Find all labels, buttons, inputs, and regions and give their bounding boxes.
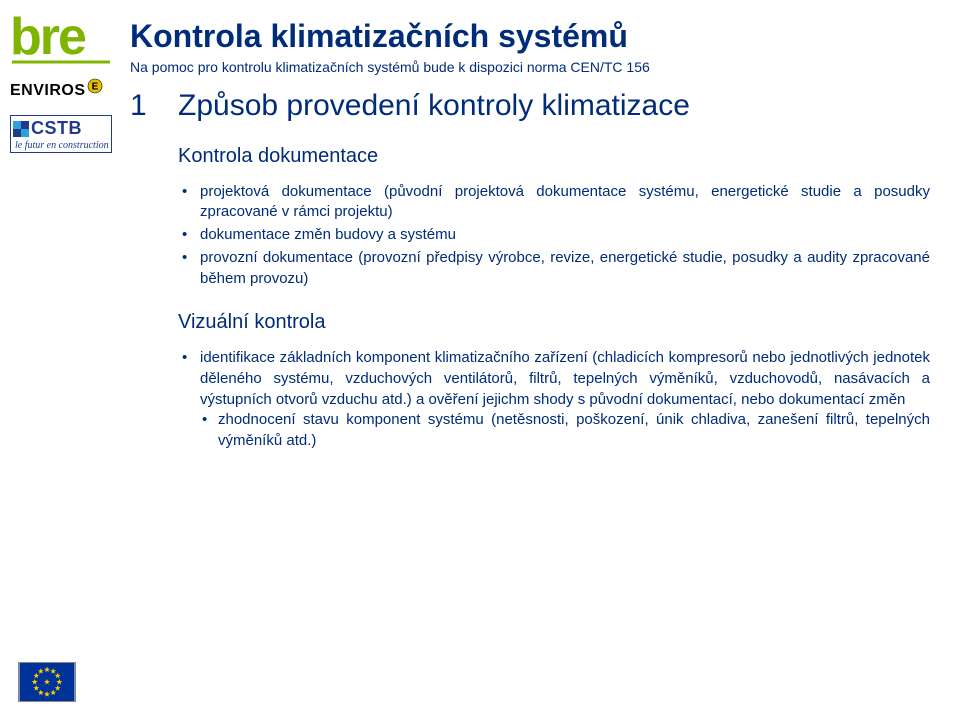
enviros-icon: E xyxy=(87,82,103,98)
section-header: 1 Způsob provedení kontroly klimatizace xyxy=(130,89,930,123)
cstb-squares-icon xyxy=(13,121,29,137)
list-item: identifikace základních komponent klimat… xyxy=(178,348,930,451)
list-1: projektová dokumentace (původní projekto… xyxy=(178,182,930,289)
sublist: zhodnocení stavu komponent systému (netě… xyxy=(200,410,930,451)
list-item: provozní dokumentace (provozní předpisy … xyxy=(178,248,930,289)
logo-cstb: CSTB le futur en construction xyxy=(10,115,120,153)
cstb-text: CSTB xyxy=(31,118,82,139)
page-title: Kontrola klimatizačních systémů xyxy=(130,18,930,55)
section-title: Způsob provedení kontroly klimatizace xyxy=(178,89,690,123)
page-subtitle: Na pomoc pro kontrolu klimatizačních sys… xyxy=(130,59,930,75)
list-item: projektová dokumentace (původní projekto… xyxy=(178,182,930,223)
section-number: 1 xyxy=(130,89,154,123)
eu-flag-icon xyxy=(18,662,76,702)
cstb-tagline: le futur en construction xyxy=(13,139,109,152)
list-2: identifikace základních komponent klimat… xyxy=(178,348,930,451)
content: Kontrola klimatizačních systémů Na pomoc… xyxy=(130,18,930,454)
logo-bre: bre xyxy=(10,10,115,65)
svg-text:E: E xyxy=(91,82,98,93)
subheading-1: Kontrola dokumentace xyxy=(178,145,930,168)
bre-text: bre xyxy=(10,10,86,65)
logo-enviros: ENVIROS E xyxy=(10,82,125,100)
subheading-2: Vizuální kontrola xyxy=(178,311,930,334)
list-item-text: identifikace základních komponent klimat… xyxy=(200,349,930,407)
enviros-text: ENVIROS xyxy=(10,82,86,99)
list-item: dokumentace změn budovy a systému xyxy=(178,225,930,246)
list-item: zhodnocení stavu komponent systému (netě… xyxy=(200,410,930,451)
sidebar: bre ENVIROS E xyxy=(0,0,130,716)
